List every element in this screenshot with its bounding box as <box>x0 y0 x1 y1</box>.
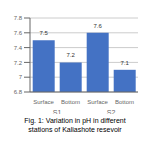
html-text:Fig. 1: Variation in pH in dif: Fig. 1: Variation in pH in different sta… <box>24 117 126 133</box>
svg-text:7.4: 7.4 <box>14 45 23 51</box>
svg-text:Bottom: Bottom <box>115 99 134 105</box>
svg-text:S2: S2 <box>107 109 116 114</box>
svg-text:7.5: 7.5 <box>40 30 49 36</box>
svg-text:7.2: 7.2 <box>14 60 23 66</box>
svg-text:Surface: Surface <box>33 99 54 105</box>
svg-text:7.8: 7.8 <box>14 15 23 21</box>
svg-text:7.6: 7.6 <box>14 30 23 36</box>
svg-text:Surface: Surface <box>87 99 108 105</box>
svg-text:7: 7 <box>19 74 23 80</box>
svg-text:7.1: 7.1 <box>121 60 130 66</box>
svg-text:6.8: 6.8 <box>14 89 23 95</box>
svg-text:7.6: 7.6 <box>94 23 103 29</box>
svg-text:S1: S1 <box>53 109 62 114</box>
svg-text:7.2: 7.2 <box>67 52 76 58</box>
svg-text:Bottom: Bottom <box>61 99 80 105</box>
